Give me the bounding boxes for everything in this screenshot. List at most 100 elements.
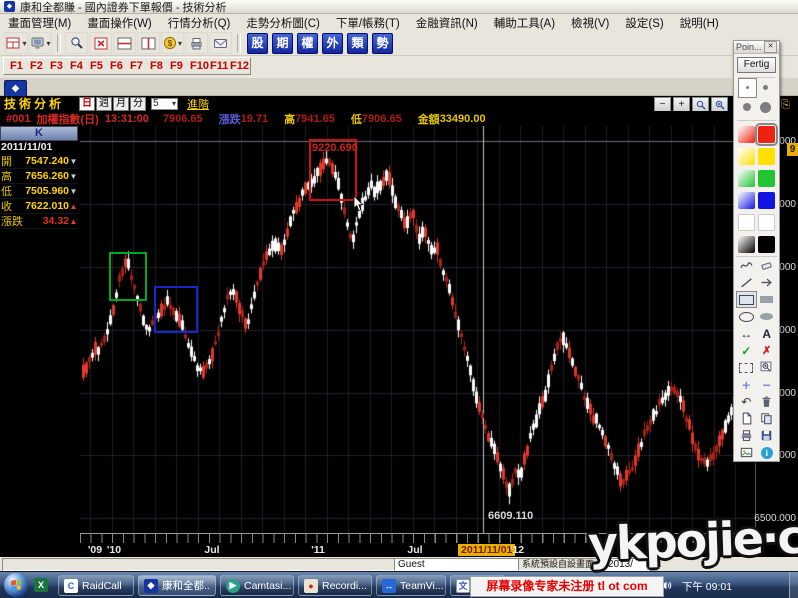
taskbar-button-teamviewer[interactable]: ↔ TeamVi... — [376, 575, 446, 596]
candlestick-canvas[interactable] — [80, 126, 755, 533]
fkey-f1[interactable]: F1 — [10, 60, 23, 72]
market-button-2[interactable]: 權 — [297, 32, 318, 54]
printer-button[interactable] — [185, 32, 208, 54]
monitor-button[interactable]: ▾ — [29, 32, 52, 54]
taskbar-button-camtasia[interactable]: ▶ Camtasi... — [220, 575, 294, 596]
color-swatch-solid[interactable] — [757, 211, 777, 233]
color-swatch-solid[interactable] — [757, 189, 777, 211]
line-tool[interactable] — [736, 274, 757, 291]
point-size-3[interactable] — [738, 78, 757, 98]
app-logo-icon[interactable]: ◆ — [4, 80, 27, 99]
point-size-5[interactable] — [757, 78, 776, 97]
period-tab-分[interactable]: 分 — [130, 96, 147, 111]
magnifier-plus-button[interactable] — [711, 97, 728, 112]
color-swatch-solid[interactable] — [757, 167, 777, 189]
color-swatch-gradient[interactable] — [737, 167, 757, 189]
split-vertical-button[interactable] — [137, 32, 160, 54]
plus-tool[interactable]: + — [742, 376, 751, 393]
coin-button[interactable]: $ ▾ — [161, 32, 184, 54]
save-tool[interactable] — [757, 427, 778, 444]
period-tab-月[interactable]: 月 — [113, 96, 130, 111]
color-swatch-solid[interactable] — [757, 145, 777, 167]
exit-icon[interactable]: ⎘ — [781, 99, 790, 111]
done-button[interactable]: Fertig — [737, 57, 776, 74]
minus-tool[interactable]: − — [762, 376, 771, 393]
taskbar-button-raidcall[interactable]: C RaidCall — [58, 575, 134, 596]
fkey-f4[interactable]: F4 — [70, 60, 83, 72]
export-image-tool[interactable] — [736, 444, 757, 461]
menu-item-7[interactable]: 檢視(V) — [571, 17, 610, 30]
copy-tool[interactable] — [757, 410, 778, 427]
fkey-f6[interactable]: F6 — [110, 60, 123, 72]
check-tool[interactable]: ✓ — [741, 343, 752, 358]
split-horizontal-button[interactable] — [113, 32, 136, 54]
fkey-f11[interactable]: F11 — [210, 60, 229, 72]
menu-item-1[interactable]: 畫面操作(W) — [87, 17, 152, 30]
arrow-tool[interactable] — [757, 274, 778, 291]
minute-select[interactable]: 5 ▾ — [151, 97, 179, 110]
market-button-5[interactable]: 勢 — [372, 32, 393, 54]
freehand-tool[interactable] — [736, 257, 757, 274]
rectangle-tool[interactable] — [736, 291, 757, 308]
color-swatch-gradient[interactable] — [737, 123, 757, 145]
zoom-out-button[interactable]: − — [654, 97, 671, 112]
fkey-f5[interactable]: F5 — [90, 60, 103, 72]
ellipse-tool[interactable] — [736, 308, 757, 325]
close-icon[interactable]: ✕ — [764, 41, 777, 54]
market-button-1[interactable]: 期 — [272, 32, 293, 54]
info-tool[interactable]: i — [757, 444, 778, 461]
close-red-button[interactable] — [89, 32, 112, 54]
send-button[interactable] — [209, 32, 232, 54]
period-tab-週[interactable]: 週 — [96, 96, 113, 111]
fkey-f9[interactable]: F9 — [170, 60, 183, 72]
rectangle-filled-tool[interactable] — [757, 291, 778, 308]
undo-tool[interactable]: ↶ — [741, 394, 752, 409]
menu-item-8[interactable]: 設定(S) — [625, 17, 664, 30]
menu-item-5[interactable]: 金融資訊(N) — [415, 17, 478, 30]
double-arrow-tool[interactable]: ↔ — [740, 326, 753, 341]
print-tool[interactable] — [736, 427, 757, 444]
fkey-f10[interactable]: F10 — [190, 60, 209, 72]
new-page-tool[interactable] — [736, 410, 757, 427]
color-swatch-solid[interactable] — [754, 122, 778, 146]
point-size-8[interactable] — [738, 98, 757, 117]
taskbar-button-kangho[interactable]: ◆ 康和全都.. — [138, 575, 216, 596]
market-button-4[interactable]: 類 — [347, 32, 368, 54]
zoom-in-tool[interactable] — [757, 359, 778, 376]
fkey-f7[interactable]: F7 — [130, 60, 143, 72]
color-swatch-gradient[interactable] — [737, 189, 757, 211]
menu-item-3[interactable]: 走勢分析圖(C) — [246, 17, 320, 30]
menu-item-9[interactable]: 說明(H) — [679, 17, 719, 30]
trash-tool[interactable] — [757, 393, 778, 410]
menu-item-6[interactable]: 輔助工具(A) — [493, 17, 556, 30]
fkey-f3[interactable]: F3 — [50, 60, 63, 72]
excel-quicklaunch-icon[interactable]: X — [34, 578, 48, 592]
palette-titlebar[interactable]: Poin... ✕ — [734, 41, 779, 55]
zoom-in-button[interactable]: + — [673, 97, 690, 112]
market-button-0[interactable]: 股 — [247, 32, 268, 54]
color-swatch-gradient[interactable] — [737, 233, 757, 255]
market-button-3[interactable]: 外 — [322, 32, 343, 54]
fkey-f8[interactable]: F8 — [150, 60, 163, 72]
k-tab[interactable]: K — [0, 126, 78, 141]
color-swatch-gradient[interactable] — [737, 211, 757, 233]
screen-layout-button[interactable]: ▾ — [5, 32, 28, 54]
period-tab-日[interactable]: 日 — [79, 96, 96, 111]
zoom-button[interactable] — [65, 32, 88, 54]
text-tool[interactable]: A — [762, 326, 772, 341]
fkey-f12[interactable]: F12 — [230, 60, 249, 72]
clock[interactable]: 下午 09:01 — [681, 581, 733, 593]
color-swatch-gradient[interactable] — [737, 145, 757, 167]
menu-item-4[interactable]: 下單/帳務(T) — [335, 17, 400, 30]
point-size-11[interactable] — [757, 98, 776, 117]
select-tool[interactable] — [736, 359, 757, 376]
cross-tool[interactable]: ✗ — [762, 345, 772, 357]
ellipse-filled-tool[interactable] — [757, 308, 778, 325]
start-button[interactable] — [4, 573, 28, 597]
color-swatch-solid[interactable] — [757, 233, 777, 255]
show-desktop-button[interactable] — [789, 572, 798, 598]
eraser-tool[interactable] — [757, 257, 778, 274]
magnifier-minus-button[interactable] — [692, 97, 709, 112]
menu-item-2[interactable]: 行情分析(Q) — [167, 17, 231, 30]
fkey-f2[interactable]: F2 — [30, 60, 43, 72]
